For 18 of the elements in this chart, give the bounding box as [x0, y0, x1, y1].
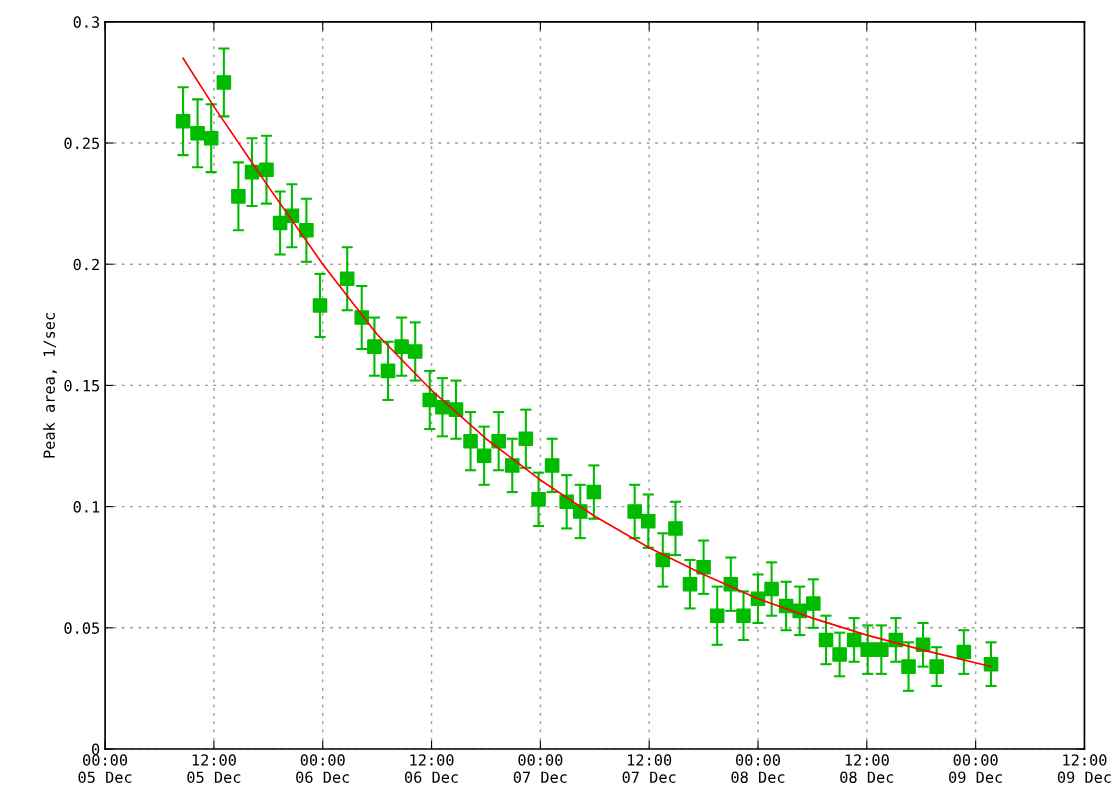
y-tick-label: 0.1 [73, 501, 100, 513]
x-tick-label: 12:00 07 Dec [622, 754, 676, 783]
y-tick-label: 0.2 [73, 258, 99, 271]
y-tick-label: 0 [92, 743, 100, 756]
x-tick-label: 12:00 05 Dec [187, 754, 241, 783]
y-tick-label: 0.25 [64, 137, 100, 150]
x-tick-label: 12:00 08 Dec [840, 754, 894, 783]
x-tick-label: 00:00 05 Dec [78, 754, 132, 783]
x-tick-label: 00:00 08 Dec [731, 754, 785, 783]
x-tick-label: 00:00 09 Dec [949, 754, 1002, 783]
x-tick-label: 12:00 09 Dec [1057, 754, 1111, 783]
y-tick-label: 0.15 [64, 379, 100, 392]
x-tick-label: 00:00 07 Dec [513, 754, 567, 783]
x-tick-label: 12:00 06 Dec [404, 754, 458, 783]
y-axis-title: Peak area, 1/sec [43, 313, 57, 458]
x-tick-label: 00:00 06 Dec [296, 754, 350, 783]
y-tick-label: 0.05 [64, 622, 100, 634]
y-tick-label: 0.3 [73, 16, 100, 28]
